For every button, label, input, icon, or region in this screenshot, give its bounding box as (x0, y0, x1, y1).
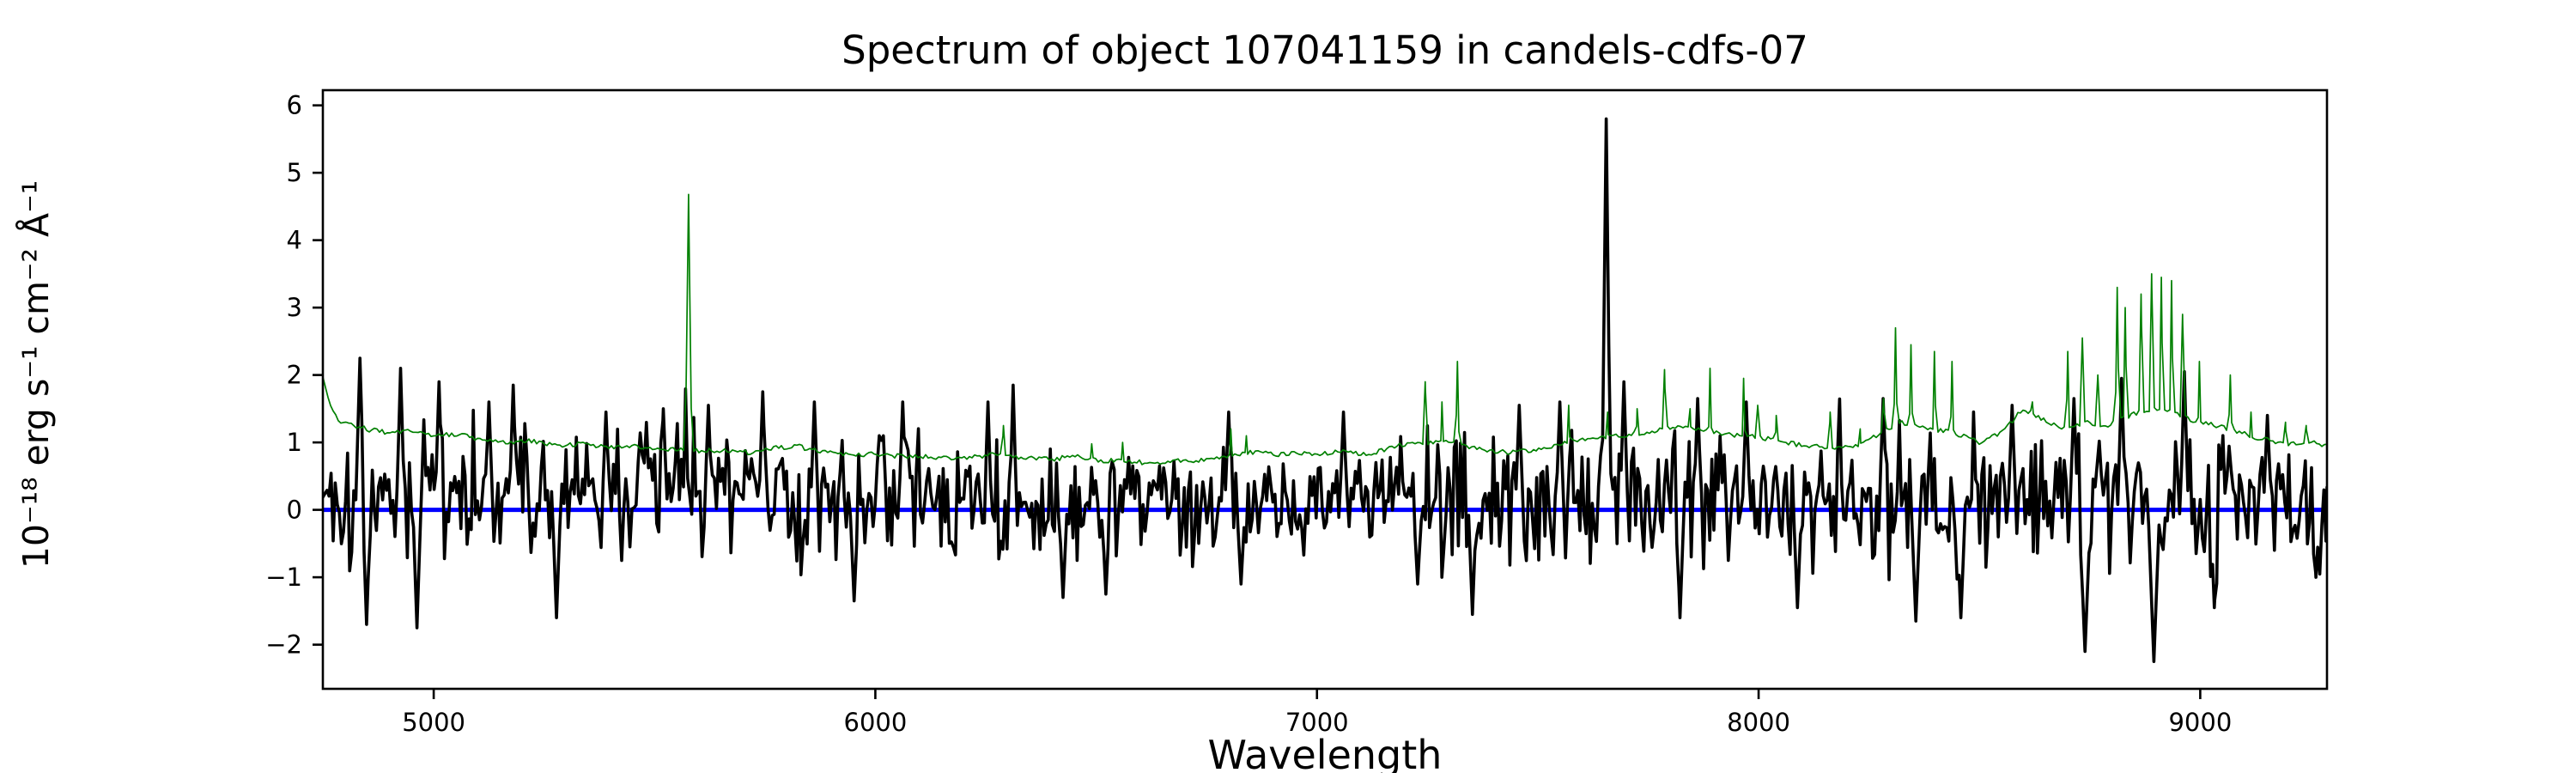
axes-spines (321, 88, 2329, 691)
x-tick-label: 9000 (2168, 708, 2232, 737)
flux-series-line (323, 117, 2327, 663)
x-tick-label: 6000 (844, 708, 908, 737)
x-axis-label: Wavelength (1207, 732, 1443, 773)
error-series-line (323, 193, 2327, 466)
y-tick-label: −1 (265, 563, 302, 592)
chart-title: Spectrum of object 107041159 in candels-… (841, 27, 1808, 73)
y-tick-label: 2 (287, 361, 302, 390)
y-axis-label: 10⁻¹⁸ erg s⁻¹ cm⁻² Å⁻¹ (15, 180, 57, 569)
y-tick-label: 1 (287, 428, 302, 457)
x-tick-label: 5000 (402, 708, 465, 737)
y-tick-label: 5 (287, 158, 302, 187)
y-tick-label: −2 (265, 630, 302, 660)
y-tick-label: 0 (287, 496, 302, 525)
y-tick-label: 6 (287, 91, 302, 120)
x-tick-label: 8000 (1727, 708, 1790, 737)
y-tick-label: 3 (287, 293, 302, 322)
x-tick-label: 7000 (1285, 708, 1349, 737)
y-tick-label: 4 (287, 226, 302, 255)
